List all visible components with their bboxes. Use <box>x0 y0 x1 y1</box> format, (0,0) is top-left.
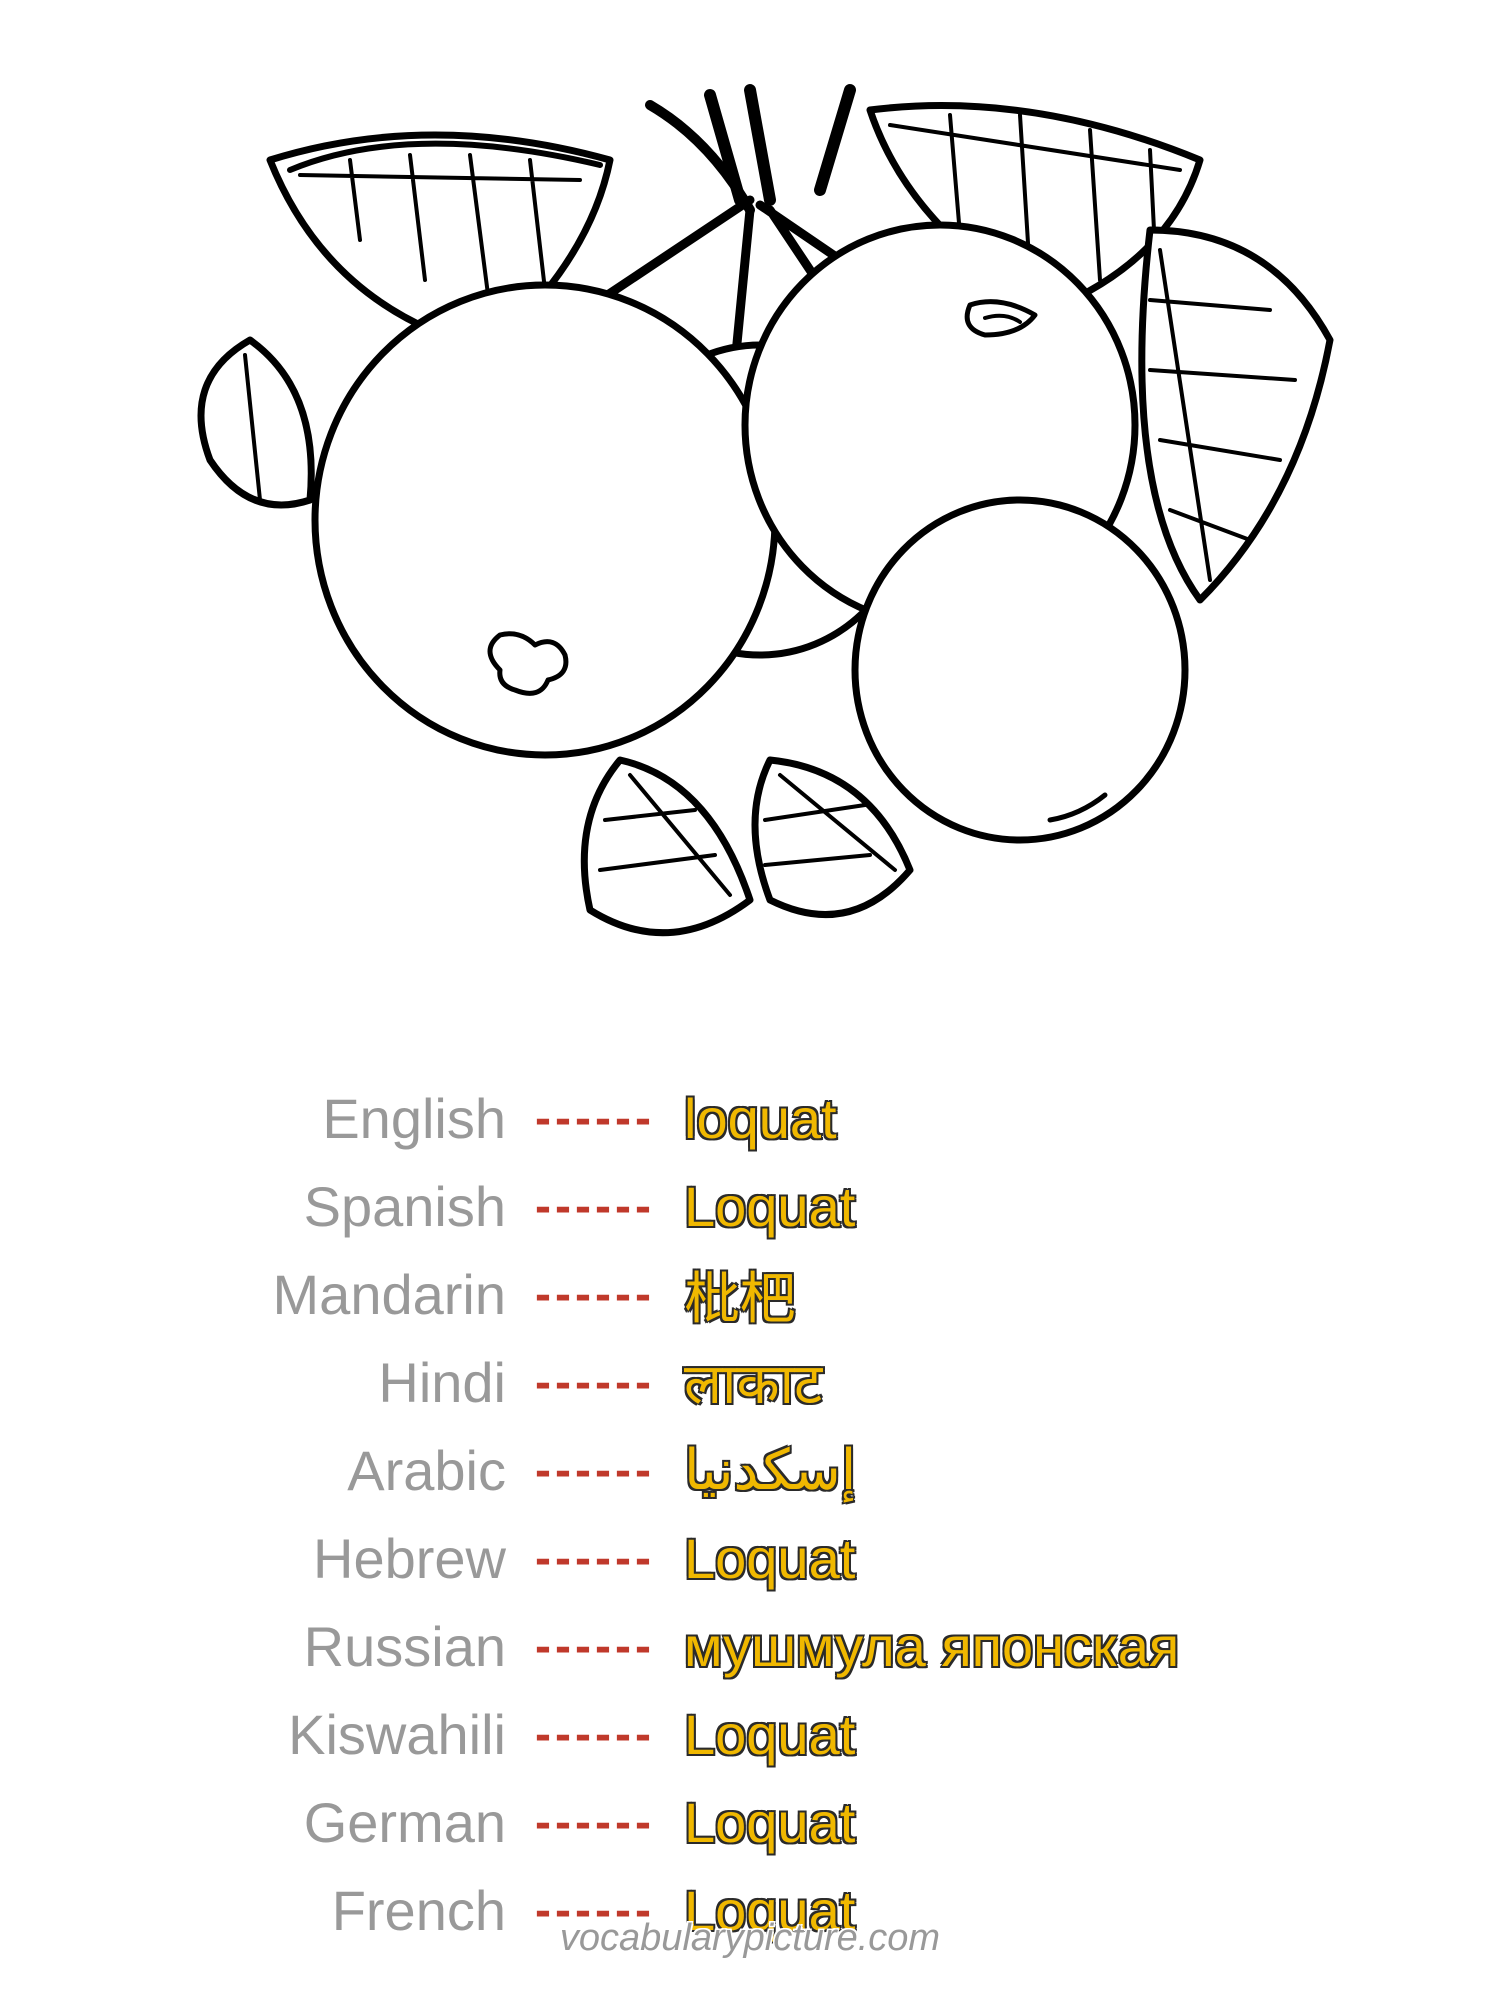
language-label: Spanish <box>100 1174 530 1239</box>
translation-row: Hebrew ------ Loquat <box>100 1520 1400 1596</box>
separator: ------ <box>530 1531 660 1586</box>
translation-word: Loquat <box>660 1526 855 1591</box>
language-label: Hebrew <box>100 1526 530 1591</box>
separator: ------ <box>530 1267 660 1322</box>
language-label: Hindi <box>100 1350 530 1415</box>
translation-row: Hindi ------ लाकाट <box>100 1344 1400 1420</box>
separator: ------ <box>530 1795 660 1850</box>
language-label: German <box>100 1790 530 1855</box>
language-label: Russian <box>100 1614 530 1679</box>
language-label: Arabic <box>100 1438 530 1503</box>
translation-word: Loquat <box>660 1790 855 1855</box>
translation-word: loquat <box>660 1086 837 1151</box>
translation-word: 枇杷 <box>660 1254 796 1335</box>
language-label: English <box>100 1086 530 1151</box>
translation-word: Loquat <box>660 1702 855 1767</box>
translation-row: Spanish ------ Loquat <box>100 1168 1400 1244</box>
translations-table: English ------ loquat Spanish ------ Loq… <box>0 1080 1500 1948</box>
loquat-illustration <box>150 80 1350 980</box>
translation-row: German ------ Loquat <box>100 1784 1400 1860</box>
translation-row: Russian ------ мушмула японская <box>100 1608 1400 1684</box>
separator: ------ <box>530 1619 660 1674</box>
translation-row: Kiswahili ------ Loquat <box>100 1696 1400 1772</box>
separator: ------ <box>530 1091 660 1146</box>
translation-word: लाकाट <box>660 1344 822 1420</box>
translation-row: Arabic ------ إسكدنيا <box>100 1432 1400 1508</box>
language-label: Mandarin <box>100 1262 530 1327</box>
footer-watermark: vocabularypicture.com <box>0 1917 1500 1960</box>
translation-row: Mandarin ------ 枇杷 <box>100 1256 1400 1332</box>
separator: ------ <box>530 1179 660 1234</box>
translation-word: إسكدنيا <box>660 1437 856 1503</box>
translation-word: мушмула японская <box>660 1614 1179 1679</box>
separator: ------ <box>530 1355 660 1410</box>
translation-row: English ------ loquat <box>100 1080 1400 1156</box>
language-label: Kiswahili <box>100 1702 530 1767</box>
separator: ------ <box>530 1443 660 1498</box>
separator: ------ <box>530 1707 660 1762</box>
translation-word: Loquat <box>660 1174 855 1239</box>
